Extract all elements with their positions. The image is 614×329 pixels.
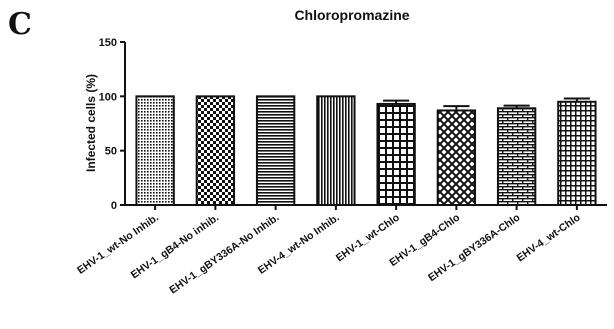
bar [257, 96, 294, 205]
y-tick-label: 0 [111, 200, 117, 212]
bar [317, 96, 354, 205]
bar [558, 102, 595, 205]
x-tick-label: EHV-1_gBY336A-No Inhib. [167, 212, 281, 297]
x-tick-label: EHV-4_wt-Chlo [515, 212, 583, 265]
bar [377, 104, 414, 205]
y-tick-label: 150 [99, 37, 117, 49]
x-tick-labels: EHV-1_wt-No Inhib.EHV-1_gB4-No inhib.EHV… [75, 205, 582, 296]
y-axis-label: Infected cells (%) [84, 74, 98, 172]
y-ticks: 0 50 100 150 [99, 37, 125, 212]
bar [498, 108, 535, 205]
panel-label: C [8, 7, 32, 42]
y-tick-label: 50 [105, 146, 117, 158]
bar [197, 96, 234, 205]
chart-title: Chloropromazine [294, 7, 409, 23]
bar [136, 96, 173, 205]
bar [438, 110, 475, 205]
bars [136, 96, 595, 205]
y-tick-label: 100 [99, 91, 117, 103]
